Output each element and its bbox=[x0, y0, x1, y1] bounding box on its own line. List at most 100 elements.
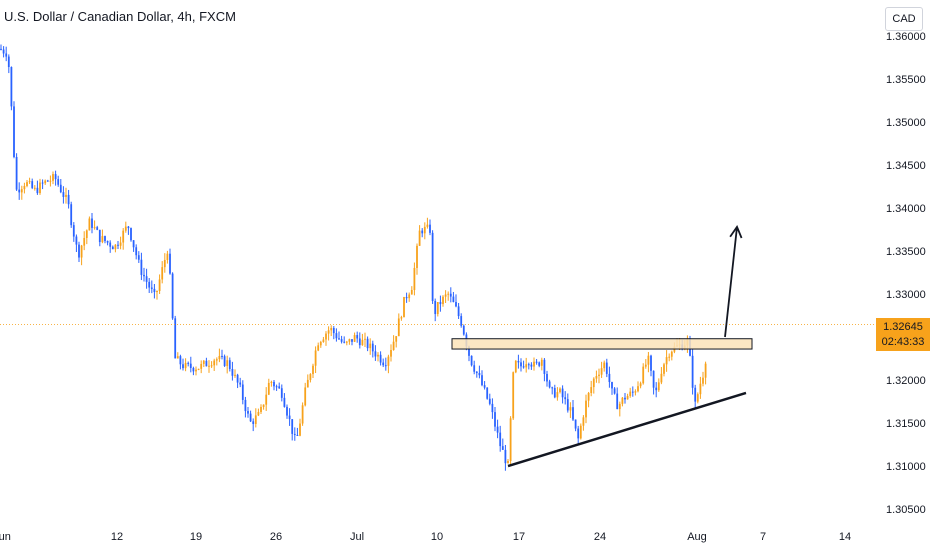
candle-body bbox=[382, 362, 385, 366]
candle-body bbox=[288, 415, 291, 420]
x-tick-label: Aug bbox=[687, 531, 707, 543]
candle-body bbox=[221, 355, 223, 357]
candle-body bbox=[314, 350, 317, 366]
candle-body bbox=[566, 399, 569, 411]
candle-body bbox=[670, 351, 673, 357]
breakout-arrow[interactable] bbox=[724, 225, 743, 338]
candle-body bbox=[78, 244, 80, 258]
candle-body bbox=[538, 362, 541, 366]
candle-body bbox=[273, 381, 275, 387]
candle-body bbox=[629, 391, 632, 396]
candle-body bbox=[114, 244, 117, 250]
candle-body bbox=[618, 403, 621, 410]
candle-body bbox=[556, 392, 559, 398]
candle-body bbox=[36, 187, 39, 194]
currency-button[interactable]: CAD bbox=[885, 7, 923, 31]
candle-body bbox=[91, 218, 93, 228]
candle-body bbox=[468, 346, 470, 356]
candle-body bbox=[452, 296, 455, 303]
candle-body bbox=[205, 360, 208, 367]
candle-body bbox=[488, 398, 491, 404]
candle-body bbox=[613, 388, 616, 394]
candle-body bbox=[309, 374, 312, 380]
candle-body bbox=[7, 56, 10, 68]
candle-body bbox=[413, 267, 416, 290]
candle-body bbox=[509, 418, 512, 462]
chart-title: U.S. Dollar / Canadian Dollar, 4h, FXCM bbox=[4, 9, 236, 24]
candle-body bbox=[429, 224, 431, 233]
candle-body bbox=[494, 412, 496, 427]
candle-body bbox=[46, 180, 49, 182]
candle-body bbox=[358, 338, 361, 346]
candle-body bbox=[374, 351, 377, 357]
candle-body bbox=[88, 218, 91, 231]
candle-body bbox=[57, 179, 60, 185]
current-price-value: 1.32645 bbox=[883, 321, 923, 333]
candle-body bbox=[369, 343, 372, 349]
candle-body bbox=[39, 182, 41, 194]
candle-body bbox=[296, 434, 299, 436]
candle-body bbox=[533, 361, 535, 367]
candle-body bbox=[286, 406, 288, 416]
candle-body bbox=[348, 339, 351, 342]
candle-body bbox=[247, 411, 249, 414]
ascending-trendline[interactable] bbox=[507, 391, 747, 468]
candle-body bbox=[195, 369, 197, 372]
candle-body bbox=[637, 386, 639, 392]
candle-body bbox=[390, 350, 392, 357]
candle-body bbox=[280, 388, 283, 398]
candle-body bbox=[561, 388, 564, 398]
candle-body bbox=[657, 382, 660, 391]
candle-body bbox=[351, 339, 353, 342]
candle-body bbox=[260, 406, 262, 413]
candle-body bbox=[317, 345, 320, 351]
candle-body bbox=[520, 362, 522, 367]
candle-body bbox=[608, 373, 611, 383]
y-tick-label: 1.33000 bbox=[886, 289, 926, 301]
candle-body bbox=[140, 259, 143, 275]
candle-body bbox=[371, 343, 374, 352]
candle-body bbox=[379, 354, 382, 363]
candle-body bbox=[239, 382, 242, 385]
candle-body bbox=[132, 240, 135, 248]
candle-body bbox=[117, 244, 119, 246]
candle-body bbox=[18, 189, 21, 193]
x-axis: Jun 12 19 26 Jul 10 17 24 Aug 7 14 bbox=[0, 531, 851, 543]
candle-body bbox=[353, 335, 356, 342]
y-axis: 1.36000 1.35500 1.35000 1.34500 1.34000 1.335… bbox=[886, 31, 926, 516]
candle-body bbox=[70, 204, 73, 226]
candle-body bbox=[447, 293, 450, 295]
resistance-zone[interactable] bbox=[451, 338, 753, 350]
candle-body bbox=[161, 267, 164, 280]
candle-body bbox=[327, 330, 330, 334]
candle-body bbox=[49, 180, 52, 182]
candle-body bbox=[403, 297, 405, 318]
candle-body bbox=[694, 387, 697, 402]
candle-body bbox=[416, 245, 418, 268]
candle-body bbox=[122, 230, 125, 243]
candle-body bbox=[405, 297, 408, 299]
candle-body bbox=[579, 425, 582, 439]
candle-body bbox=[169, 253, 171, 274]
candle-body bbox=[304, 387, 307, 406]
y-tick-label: 1.33500 bbox=[886, 246, 926, 258]
candle-body bbox=[54, 174, 57, 180]
candle-body bbox=[543, 359, 546, 374]
candle-body bbox=[124, 226, 127, 231]
candle-body bbox=[462, 325, 465, 335]
candle-body bbox=[423, 226, 426, 234]
candle-body bbox=[166, 253, 169, 260]
candle-body bbox=[111, 246, 114, 250]
candle-body bbox=[275, 386, 278, 388]
x-tick-label: Jun bbox=[0, 531, 11, 543]
candle-body bbox=[262, 404, 265, 407]
candle-body bbox=[652, 370, 655, 388]
candle-body bbox=[20, 189, 23, 193]
candle-body bbox=[67, 194, 70, 205]
x-tick-label: 26 bbox=[270, 531, 282, 543]
candle-body bbox=[332, 328, 335, 334]
candle-body bbox=[213, 360, 216, 366]
candle-body bbox=[598, 374, 600, 377]
candle-body bbox=[52, 174, 54, 181]
